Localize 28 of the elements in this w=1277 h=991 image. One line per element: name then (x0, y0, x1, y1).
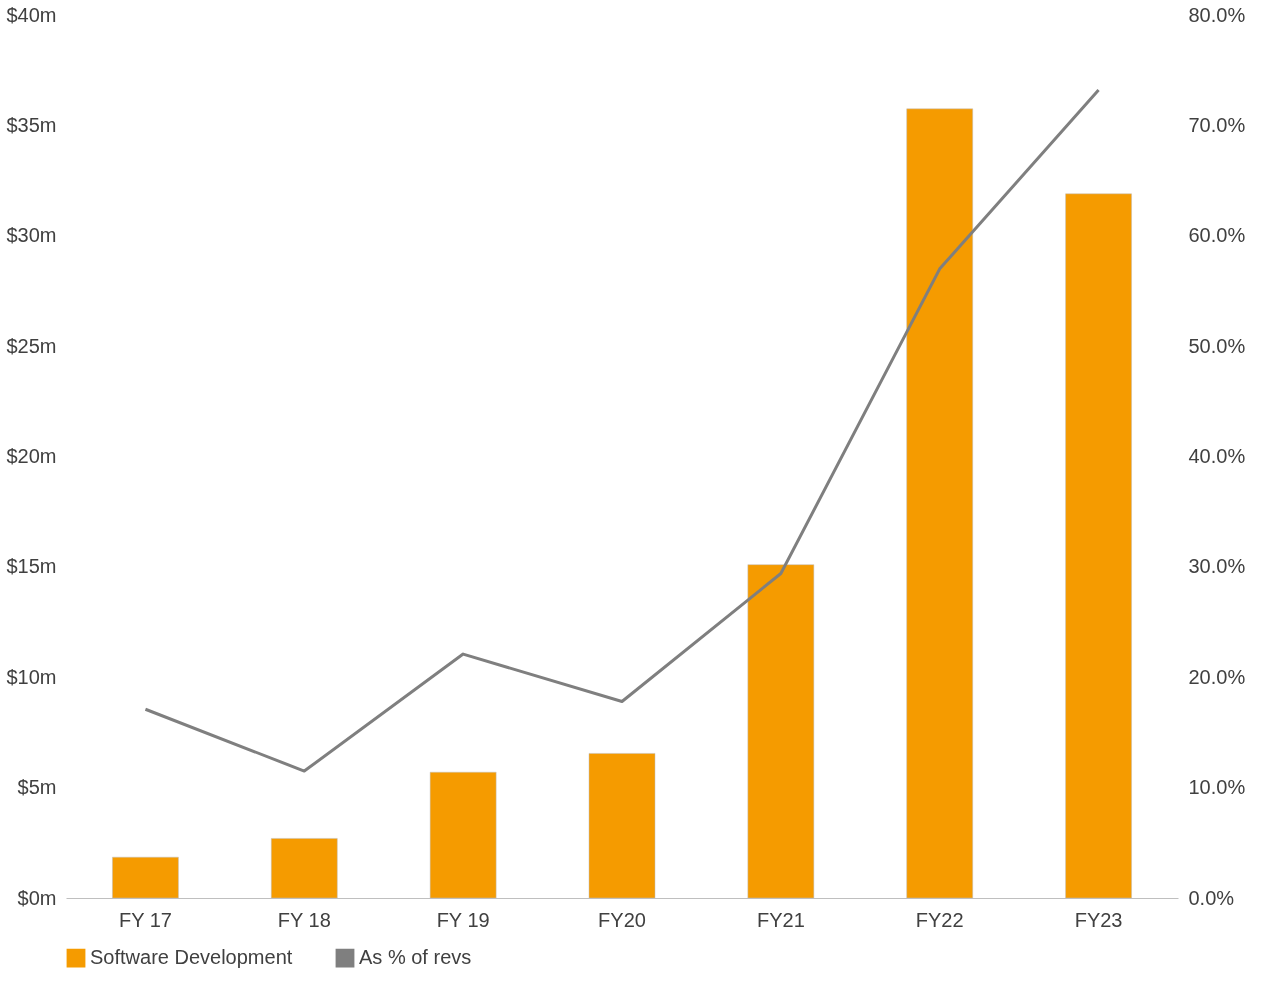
y-tick-label: $30m (6, 224, 57, 247)
y-tick-label: $40m (6, 3, 57, 26)
x-tick-label: FY 17 (118, 908, 172, 931)
y2-tick-label: 50.0% (1188, 334, 1246, 357)
y-tick-label: $15m (6, 555, 57, 578)
y-tick-label: $20m (6, 445, 57, 467)
legend-label: Software Development (90, 946, 293, 969)
y2-tick-label: 20.0% (1188, 665, 1246, 688)
y2-tick-label: 0.0% (1188, 886, 1235, 909)
line-series (143, 88, 1101, 773)
legend-label: As % of revs (359, 946, 472, 969)
x-tick-label: FY 18 (277, 908, 331, 931)
x-tick-label: FY22 (915, 908, 964, 931)
y2-tick-label: 30.0% (1188, 555, 1246, 578)
y2-tick-label: 40.0% (1188, 445, 1246, 467)
y-tick-label: $0m (17, 886, 57, 909)
y-tick-label: $25m (6, 334, 57, 357)
y-tick-label: $10m (6, 665, 57, 688)
x-tick-label: FY23 (1074, 908, 1123, 931)
y2-tick-label: 80.0% (1188, 3, 1246, 26)
x-tick-label: FY 19 (436, 908, 490, 931)
y2-tick-label: 60.0% (1188, 224, 1246, 247)
x-tick-label: FY20 (598, 908, 646, 931)
y2-tick-label: 10.0% (1188, 776, 1246, 799)
y-tick-label: $35m (6, 113, 57, 136)
y-tick-label: $5m (17, 776, 57, 799)
y2-tick-label: 70.0% (1188, 113, 1246, 136)
x-tick-label: FY21 (756, 908, 805, 931)
